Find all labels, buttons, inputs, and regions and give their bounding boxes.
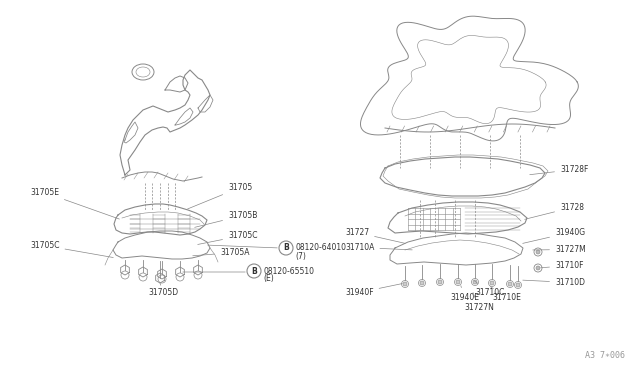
Circle shape: [516, 283, 520, 287]
Text: (7): (7): [295, 251, 306, 260]
Text: 31710E: 31710E: [490, 286, 521, 302]
Text: 31940E: 31940E: [450, 286, 479, 302]
Text: 31705C: 31705C: [198, 231, 257, 244]
Circle shape: [456, 280, 460, 284]
Text: 31727M: 31727M: [532, 245, 586, 254]
Text: 31705: 31705: [188, 183, 252, 209]
Circle shape: [403, 282, 407, 286]
Text: 08120-65510: 08120-65510: [263, 266, 314, 276]
Text: 31710C: 31710C: [474, 281, 504, 297]
Text: 31940G: 31940G: [523, 228, 585, 243]
Text: 31710F: 31710F: [541, 261, 584, 270]
Text: 31710D: 31710D: [523, 278, 585, 287]
Text: 31940F: 31940F: [345, 283, 403, 297]
Circle shape: [536, 266, 540, 270]
Text: 31728F: 31728F: [530, 165, 588, 175]
Text: B: B: [251, 266, 257, 276]
Circle shape: [438, 280, 442, 284]
Circle shape: [508, 282, 512, 286]
Text: B: B: [283, 244, 289, 253]
Text: 31710A: 31710A: [345, 243, 412, 252]
Text: 31705D: 31705D: [148, 283, 178, 297]
Text: 31728: 31728: [525, 203, 584, 219]
Text: 31705A: 31705A: [193, 248, 250, 257]
Circle shape: [490, 281, 494, 285]
Text: 31705C: 31705C: [30, 241, 113, 257]
Circle shape: [536, 250, 540, 254]
Circle shape: [473, 280, 477, 284]
Text: 31727N: 31727N: [464, 293, 494, 312]
Text: 31705B: 31705B: [195, 211, 257, 227]
Circle shape: [420, 281, 424, 285]
Text: 08120-64010: 08120-64010: [295, 244, 346, 253]
Text: 31705E: 31705E: [30, 188, 120, 219]
Text: A3 7∗006: A3 7∗006: [585, 351, 625, 360]
Text: (E): (E): [263, 275, 274, 283]
Text: 31727: 31727: [345, 228, 405, 243]
